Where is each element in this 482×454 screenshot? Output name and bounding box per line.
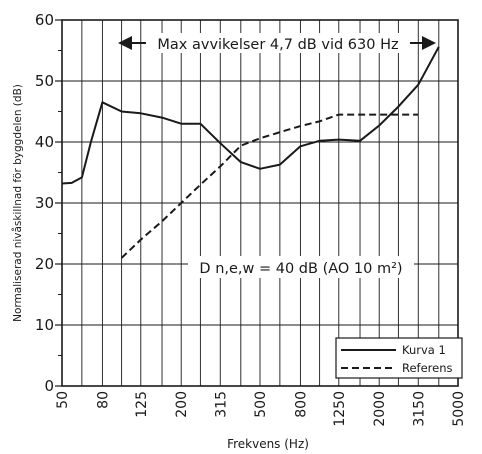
y-tick-label: 50	[35, 72, 54, 90]
max-deviation-label: Max avvikelser 4,7 dB vid 630 Hz	[157, 37, 398, 53]
max-deviation-annotation: Max avvikelser 4,7 dB vid 630 Hz	[118, 33, 436, 53]
x-tick-label: 5000	[451, 391, 467, 427]
y-tick-label: 10	[35, 316, 54, 334]
plot-frame	[61, 19, 459, 387]
x-axis-label: Frekvens (Hz)	[227, 437, 309, 451]
legend-label-referens: Referens	[402, 361, 453, 375]
max-deviation-label-bg	[144, 33, 414, 53]
x-tick-label: 800	[293, 391, 309, 418]
rating-label: D n,e,w = 40 dB (AO 10 m²)	[199, 261, 402, 277]
x-tick-label: 50	[55, 391, 71, 409]
chart-grid	[55, 19, 458, 387]
x-tick-label: 500	[253, 391, 269, 418]
y-axis-label: Normaliserad nivåskillnad för byggdelen …	[11, 84, 24, 322]
series-line-kurva-1	[61, 46, 440, 185]
x-tick-label: 2000	[372, 391, 388, 427]
y-tick-labels: 0 10 20 30 40 50 60	[35, 11, 54, 395]
legend-label-kurva-1: Kurva 1	[402, 343, 446, 357]
series-line-referens	[120, 113, 419, 259]
y-tick-label: 20	[35, 255, 54, 273]
x-tick-labels: 50 80 125 200 315 500 800 1250 2000 3150 5000	[55, 391, 467, 427]
y-tick-label: 0	[44, 377, 54, 395]
y-tick-label: 40	[35, 133, 54, 151]
legend: Kurva 1 Referens	[335, 337, 463, 379]
legend-box	[335, 337, 463, 379]
x-tick-label: 1250	[332, 391, 348, 427]
x-tick-label: 200	[174, 391, 190, 418]
x-tick-label: 3150	[411, 391, 427, 427]
y-tick-label: 30	[35, 194, 54, 212]
arrow-right-head	[422, 36, 436, 50]
rating-label-bg	[188, 256, 414, 278]
x-tick-label: 125	[134, 391, 150, 418]
y-tick-label: 60	[35, 11, 54, 29]
x-tick-label: 315	[213, 391, 229, 418]
series-lines	[61, 46, 440, 259]
rating-annotation: D n,e,w = 40 dB (AO 10 m²)	[188, 256, 414, 278]
arrow-left-head	[118, 36, 132, 50]
x-tick-label: 80	[95, 391, 111, 409]
